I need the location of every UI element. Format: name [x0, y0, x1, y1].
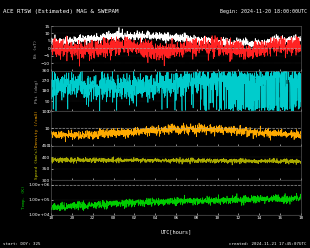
- Y-axis label: Density (/cm3): Density (/cm3): [35, 110, 39, 147]
- Text: UTC[hours]: UTC[hours]: [161, 229, 192, 234]
- Y-axis label: Speed (km/s): Speed (km/s): [35, 147, 39, 179]
- Text: start: DOY: 325: start: DOY: 325: [3, 242, 41, 246]
- Text: Begin: 2024-11-20 18:00:00UTC: Begin: 2024-11-20 18:00:00UTC: [220, 9, 307, 14]
- Y-axis label: Temp. (K): Temp. (K): [22, 186, 26, 209]
- Y-axis label: Phi (deg): Phi (deg): [35, 79, 39, 103]
- Text: ACE RTSW (Estimated) MAG & SWEPAM: ACE RTSW (Estimated) MAG & SWEPAM: [3, 9, 119, 14]
- Y-axis label: Bt (nT): Bt (nT): [34, 39, 38, 58]
- Text: created: 2024-11-21 17:45:07UTC: created: 2024-11-21 17:45:07UTC: [229, 242, 307, 246]
